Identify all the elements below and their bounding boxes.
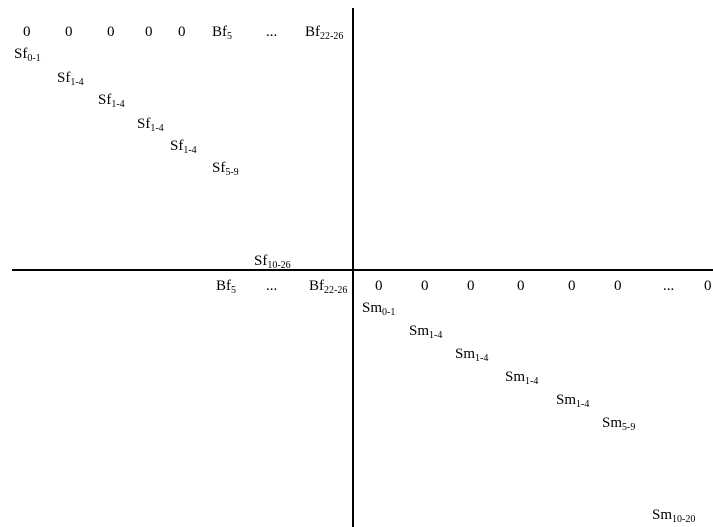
male-top-zero: 0	[614, 278, 622, 294]
female-survival-entry: Sf1-4	[98, 92, 125, 110]
female-top-zero: 0	[145, 24, 153, 40]
female-survival-entry: Sf10-26	[254, 253, 291, 271]
male-survival-entry: Sm1-4	[455, 346, 489, 364]
male-top-zero-last: 0	[704, 278, 712, 294]
female-fecundity-bf-last: Bf22-26	[305, 24, 344, 42]
male-survival-entry: Sm0-1	[362, 300, 396, 318]
female-top-zero: 0	[107, 24, 115, 40]
female-survival-entry: Sf0-1	[14, 46, 41, 64]
male-fecundity-bf-last: Bf22-26	[309, 278, 348, 296]
male-survival-entry: Sm1-4	[505, 369, 539, 387]
female-fecundity-bf5: Bf5	[212, 24, 232, 42]
male-top-zero: 0	[568, 278, 576, 294]
female-survival-entry: Sf5-9	[212, 160, 239, 178]
female-top-zero: 0	[178, 24, 186, 40]
male-survival-entry: Sm10-20	[652, 507, 696, 525]
male-survival-entry: Sm1-4	[556, 392, 590, 410]
female-top-zero: 0	[65, 24, 73, 40]
male-top-zero: 0	[375, 278, 383, 294]
female-survival-entry: Sf1-4	[170, 138, 197, 156]
male-top-ellipsis: ...	[266, 278, 278, 294]
female-survival-entry: Sf1-4	[137, 116, 164, 134]
female-top-ellipsis: ...	[266, 24, 278, 40]
male-top-zero: 0	[517, 278, 525, 294]
male-fecundity-bf5: Bf5	[216, 278, 236, 296]
male-top-zero: 0	[421, 278, 429, 294]
vertical-divider	[352, 8, 354, 527]
male-top-zero: 0	[467, 278, 475, 294]
female-top-zero: 0	[23, 24, 31, 40]
horizontal-divider	[12, 269, 713, 271]
male-top-ellipsis: ...	[663, 278, 675, 294]
male-survival-entry: Sm1-4	[409, 323, 443, 341]
female-survival-entry: Sf1-4	[57, 70, 84, 88]
male-survival-entry: Sm5-9	[602, 415, 636, 433]
